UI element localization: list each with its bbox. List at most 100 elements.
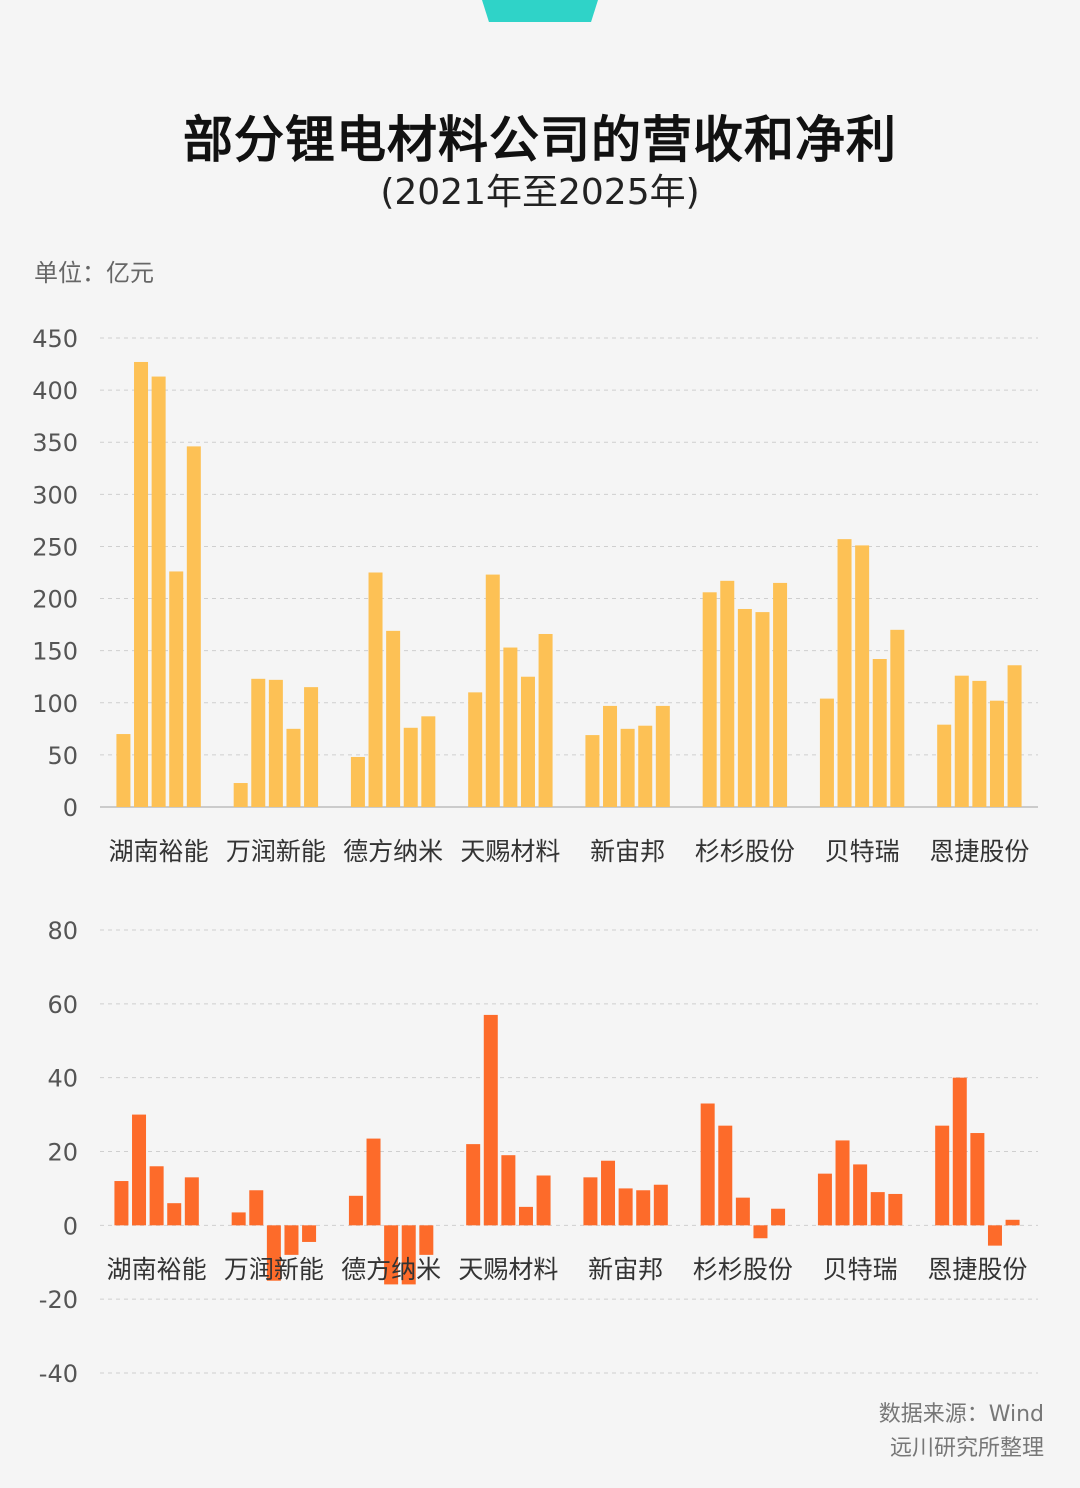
bar [419, 1225, 434, 1255]
y-tick-label: 250 [32, 533, 78, 561]
bar [421, 716, 436, 807]
y-tick-label: 0 [63, 794, 78, 822]
bar [304, 687, 319, 807]
bar [720, 580, 735, 807]
x-category-label: 天赐材料 [458, 1255, 558, 1284]
bar [987, 1225, 1002, 1246]
y-tick-label: -40 [39, 1360, 78, 1388]
y-tick-label: 200 [32, 586, 78, 614]
bar [954, 675, 969, 807]
x-category-label: 新宙邦 [588, 1255, 663, 1284]
bar [817, 1173, 832, 1226]
bar [989, 700, 1004, 807]
bar [972, 680, 987, 807]
chart-subtitle: (2021年至2025年) [380, 172, 700, 213]
bar [186, 446, 201, 807]
bar [233, 783, 248, 807]
y-tick-label: 150 [32, 638, 78, 666]
bar [952, 1077, 967, 1226]
bar [403, 727, 418, 807]
top-accent-tab [482, 0, 598, 22]
bar [585, 735, 600, 807]
bar [1007, 665, 1022, 807]
x-category-label: 湖南裕能 [107, 1255, 207, 1284]
bar [167, 1203, 182, 1226]
bar [601, 1160, 616, 1226]
bar [386, 630, 401, 807]
bar [935, 1125, 950, 1226]
bar [638, 725, 653, 807]
x-category-label: 杉杉股份 [695, 837, 795, 866]
x-category-label: 湖南裕能 [109, 837, 209, 866]
compiled-by: 远川研究所整理 [889, 1436, 1044, 1461]
bar [771, 1208, 786, 1226]
revenue-chart: 0 50 100 150 200 250 300 350 400 450 湖南裕能 万润新能 德方纳米天… [32, 325, 1038, 866]
bar [284, 1225, 299, 1255]
y-tick-label: -20 [39, 1286, 78, 1314]
bar [149, 1166, 164, 1226]
bar [655, 705, 670, 807]
bar [116, 734, 131, 807]
bar [636, 1190, 651, 1226]
bar [970, 1133, 985, 1226]
x-category-label: 新宙邦 [590, 837, 665, 866]
bar [184, 1177, 199, 1226]
bar [737, 608, 752, 807]
x-category-label: 万润新能 [226, 837, 326, 866]
y-tick-label: 60 [47, 991, 78, 1019]
bar [302, 1225, 317, 1242]
bar [603, 705, 618, 807]
bar [620, 728, 635, 807]
bar [401, 1225, 416, 1285]
bar [134, 361, 149, 807]
bar [368, 572, 383, 807]
y-tick-label: 400 [32, 377, 78, 405]
unit-label: 单位：亿元 [34, 259, 154, 287]
y-tick-label: 40 [47, 1065, 78, 1093]
x-category-label: 恩捷股份 [927, 1255, 1027, 1284]
chart-title: 部分锂电材料公司的营收和净利 [183, 111, 897, 169]
bar [249, 1190, 264, 1226]
bar [468, 692, 483, 807]
bar [520, 676, 535, 807]
y-tick-label: 80 [47, 917, 78, 945]
bar [231, 1212, 246, 1226]
x-category-label: 天赐材料 [460, 837, 560, 866]
bar [366, 1138, 381, 1226]
x-category-label: 贝特瑞 [823, 1255, 898, 1284]
bar [700, 1103, 715, 1226]
bar [718, 1125, 733, 1226]
bar [702, 592, 717, 807]
y-tick-label: 450 [32, 325, 78, 353]
bar [384, 1225, 399, 1285]
x-category-label: 贝特瑞 [825, 837, 900, 866]
bar [1005, 1219, 1020, 1226]
bar [872, 659, 887, 807]
y-tick-label: 50 [47, 742, 78, 770]
data-source: 数据来源：Wind [878, 1402, 1044, 1427]
bar [755, 612, 770, 807]
y-tick-label: 350 [32, 429, 78, 457]
bar [837, 539, 852, 807]
bar [348, 1195, 363, 1226]
bar [618, 1188, 633, 1226]
bar [855, 545, 870, 807]
x-category-label: 德方纳米 [343, 837, 443, 866]
bar [835, 1140, 850, 1226]
bar [888, 1193, 903, 1226]
bar [251, 678, 266, 807]
bar [937, 724, 952, 807]
bar [485, 574, 500, 807]
net-profit-chart: -40 -20 0 20 40 60 80 湖南裕能 万润新能 德方纳米 天赐材料 新宙邦 杉杉股份 贝特… [39, 917, 1038, 1388]
y-tick-label: 100 [32, 690, 78, 718]
bar [753, 1225, 768, 1239]
bar [890, 629, 905, 807]
bar [583, 1177, 598, 1226]
x-category-label: 恩捷股份 [929, 837, 1029, 866]
bar [266, 1225, 281, 1281]
y-tick-label: 0 [63, 1212, 78, 1240]
bar [483, 1014, 498, 1226]
bar [151, 376, 166, 807]
y-tick-label: 300 [32, 481, 78, 509]
bar [350, 756, 365, 807]
